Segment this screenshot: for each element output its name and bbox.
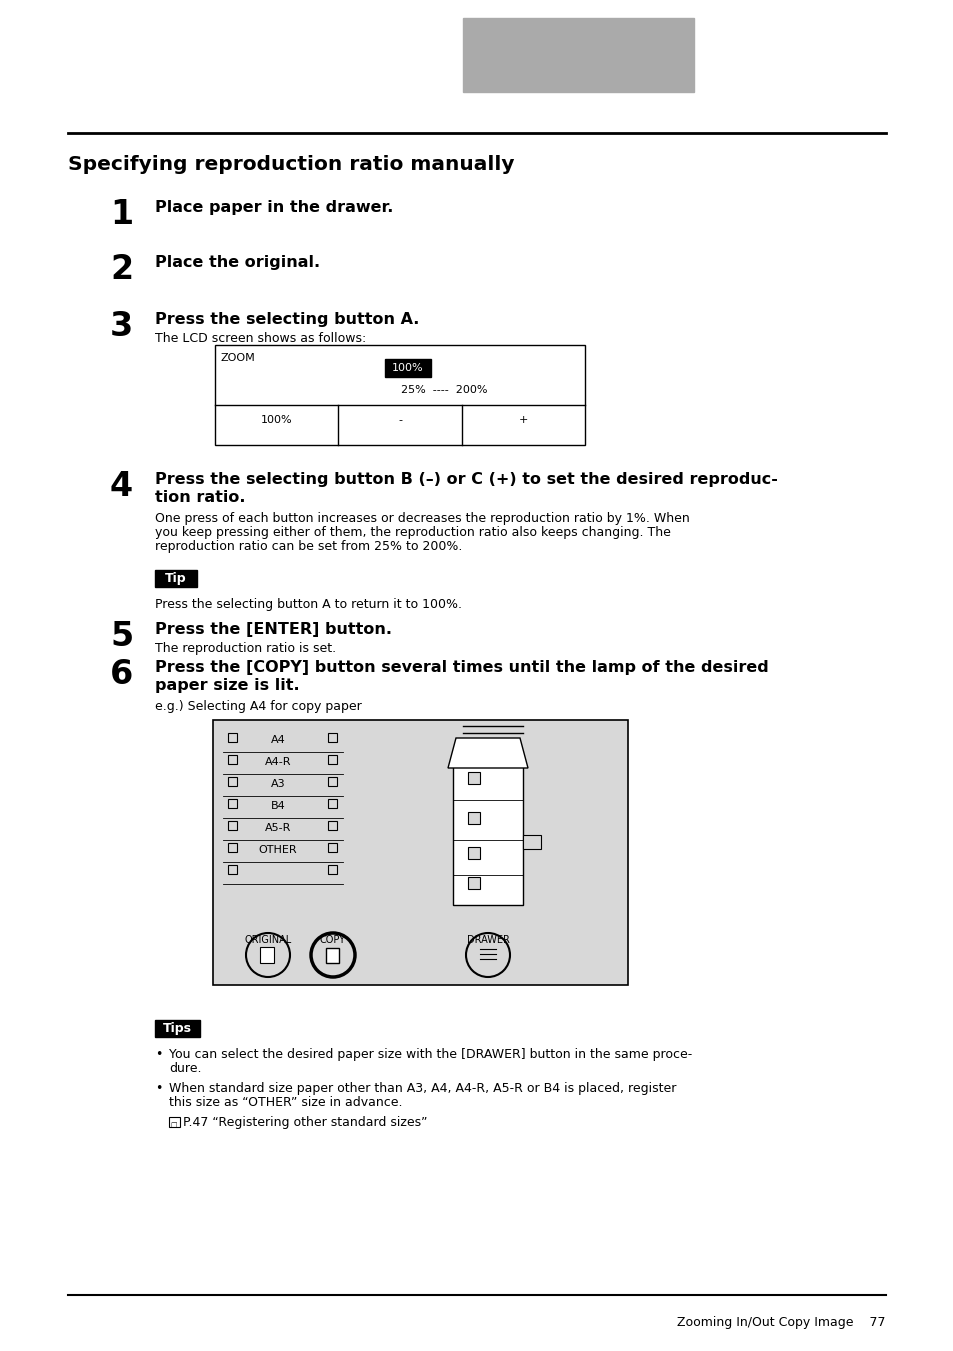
Text: 25%  ----  200%: 25% ---- 200% (400, 385, 487, 394)
Bar (228, 755, 236, 765)
Text: Place paper in the drawer.: Place paper in the drawer. (154, 200, 393, 215)
Bar (228, 865, 236, 874)
Circle shape (246, 934, 290, 977)
Text: B4: B4 (271, 801, 285, 811)
Bar (328, 777, 336, 786)
Text: tion ratio.: tion ratio. (154, 490, 245, 505)
Bar (213, 720, 627, 985)
Bar (260, 947, 274, 963)
Bar (154, 570, 196, 586)
Text: 5: 5 (110, 620, 133, 653)
Text: You can select the desired paper size with the [DRAWER] button in the same proce: You can select the desired paper size wi… (169, 1048, 692, 1061)
Bar (328, 798, 336, 808)
Text: Zooming In/Out Copy Image    77: Zooming In/Out Copy Image 77 (677, 1316, 885, 1329)
Text: OTHER: OTHER (258, 844, 297, 855)
Text: reproduction ratio can be set from 25% to 200%.: reproduction ratio can be set from 25% t… (154, 540, 462, 553)
Text: 2: 2 (110, 253, 133, 286)
Bar (228, 798, 236, 808)
Text: Tip: Tip (165, 571, 187, 585)
Text: +: + (518, 415, 527, 426)
Bar (468, 771, 479, 784)
Circle shape (465, 934, 510, 977)
Text: •: • (154, 1048, 162, 1061)
Bar (328, 821, 336, 830)
Text: 100%: 100% (392, 363, 423, 373)
Text: Tips: Tips (163, 1021, 192, 1035)
Text: paper size is lit.: paper size is lit. (154, 678, 299, 693)
Bar (228, 821, 236, 830)
Text: you keep pressing either of them, the reproduction ratio also keeps changing. Th: you keep pressing either of them, the re… (154, 526, 670, 539)
Text: Press the [COPY] button several times until the lamp of the desired: Press the [COPY] button several times un… (154, 661, 768, 676)
Text: 4: 4 (110, 470, 133, 503)
Bar (453, 765, 522, 905)
Bar (169, 1117, 180, 1127)
Bar (228, 734, 236, 742)
Text: Press the selecting button B (–) or C (+) to set the desired reproduc-: Press the selecting button B (–) or C (+… (154, 471, 777, 486)
Text: The LCD screen shows as follows:: The LCD screen shows as follows: (154, 332, 366, 345)
Text: A3: A3 (271, 780, 285, 789)
Text: •: • (154, 1082, 162, 1096)
Text: e.g.) Selecting A4 for copy paper: e.g.) Selecting A4 for copy paper (154, 700, 361, 713)
Bar (154, 1020, 200, 1038)
Text: A4: A4 (271, 735, 285, 744)
Text: □: □ (171, 1121, 177, 1128)
Bar (385, 359, 431, 377)
Text: ORIGINAL: ORIGINAL (244, 935, 292, 944)
Bar (328, 755, 336, 765)
Text: -: - (397, 415, 401, 426)
Text: DRAWER: DRAWER (466, 935, 509, 944)
Bar (468, 877, 479, 889)
Text: Press the [ENTER] button.: Press the [ENTER] button. (154, 621, 392, 638)
Text: this size as “OTHER” size in advance.: this size as “OTHER” size in advance. (169, 1096, 402, 1109)
Text: COPY: COPY (319, 935, 346, 944)
Text: ZOOM: ZOOM (221, 353, 255, 363)
Text: A4-R: A4-R (265, 757, 291, 767)
Text: Press the selecting button A to return it to 100%.: Press the selecting button A to return i… (154, 598, 461, 611)
Bar (462, 18, 693, 92)
Bar (522, 835, 540, 848)
Text: Place the original.: Place the original. (154, 255, 320, 270)
Bar (328, 865, 336, 874)
Bar (328, 843, 336, 852)
Text: The reproduction ratio is set.: The reproduction ratio is set. (154, 642, 335, 655)
Text: One press of each button increases or decreases the reproduction ratio by 1%. Wh: One press of each button increases or de… (154, 512, 689, 526)
Text: Specifying reproduction ratio manually: Specifying reproduction ratio manually (68, 155, 514, 174)
Bar (228, 843, 236, 852)
Bar (326, 948, 338, 963)
Text: When standard size paper other than A3, A4, A4-R, A5-R or B4 is placed, register: When standard size paper other than A3, … (169, 1082, 676, 1096)
Text: 6: 6 (110, 658, 133, 690)
Bar (468, 847, 479, 859)
Text: A5-R: A5-R (265, 823, 291, 834)
Text: 3: 3 (110, 309, 133, 343)
Text: 1: 1 (110, 199, 133, 231)
Bar (328, 734, 336, 742)
Bar (228, 777, 236, 786)
Polygon shape (448, 738, 527, 767)
Bar (214, 345, 584, 444)
Text: dure.: dure. (169, 1062, 201, 1075)
Bar (468, 812, 479, 824)
Text: P.47 “Registering other standard sizes”: P.47 “Registering other standard sizes” (183, 1116, 427, 1129)
Circle shape (311, 934, 355, 977)
Text: Press the selecting button A.: Press the selecting button A. (154, 312, 419, 327)
Text: 100%: 100% (260, 415, 293, 426)
